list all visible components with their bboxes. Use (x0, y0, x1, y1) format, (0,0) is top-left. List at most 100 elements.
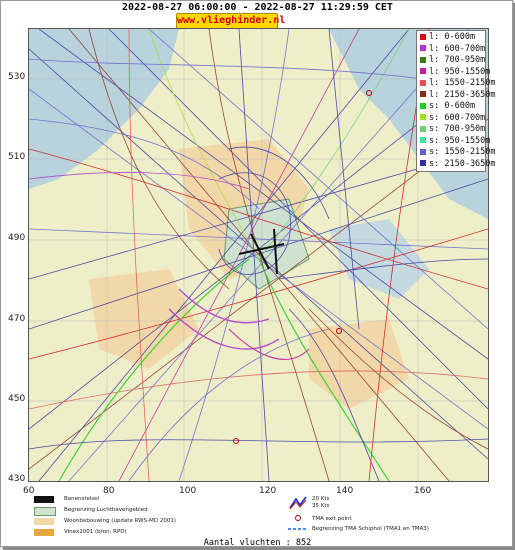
legend-entry: s: 600-700m (420, 113, 485, 123)
flight-track (328, 29, 360, 330)
tma-exit-point (233, 438, 239, 444)
y-tick-label: 530 (8, 72, 26, 82)
flight-track (38, 29, 410, 481)
legend-swatch (420, 45, 426, 51)
legend-entry: s: 2150-3650m (420, 159, 496, 169)
x-tick-label: 160 (414, 486, 432, 496)
legend-entry: l: 1550-2150m (420, 78, 496, 88)
flight-track (29, 178, 488, 330)
urban-area (309, 319, 409, 409)
legend-entry: s: 700-950m (420, 124, 485, 134)
x-tick-label: 120 (259, 486, 277, 496)
flight-track (58, 258, 250, 481)
flight-track (29, 370, 488, 410)
legend-swatch (420, 91, 426, 97)
legend-entry: s: 950-1550m (420, 136, 490, 146)
flight-track (178, 29, 290, 481)
tma-boundary-legend-label: Begrenzing TMA Schiphol (TMA1 en TMA3) (312, 526, 429, 532)
altitude-legend: l: 0-600m l: 600-700m l: 700-950m l: 950… (416, 30, 496, 172)
legend-swatch (420, 137, 426, 143)
legend-label: l: 700-950m (429, 55, 486, 65)
flight-track (308, 308, 488, 450)
flight-track (29, 172, 250, 190)
legend-entry: l: 0-600m (420, 32, 475, 42)
x-tick-label: 100 (179, 486, 197, 496)
site-badge[interactable]: www.vlieghinder.nl (176, 13, 285, 29)
flight-track (128, 328, 330, 481)
runway-swatch (34, 496, 54, 503)
x-tick-label: 80 (103, 486, 115, 496)
legend-label: s: 600-700m (429, 112, 486, 123)
flight-track (288, 308, 380, 481)
flight-track (118, 29, 360, 481)
x-tick-label: 60 (23, 486, 35, 496)
legend-entry: l: 600-700m (420, 44, 485, 54)
legend-entry: l: 2150-3650m (420, 90, 496, 100)
legend-swatch (420, 33, 426, 40)
legend-swatch (420, 102, 426, 109)
flight-track (29, 438, 488, 450)
legend-label: l: 0-600m (429, 32, 476, 42)
housing-legend-label: Woonbebouwing (update RWS-MD 2001) (64, 518, 176, 524)
flight-track (228, 328, 310, 360)
housing-swatch (34, 518, 54, 525)
y-tick-label: 490 (8, 233, 26, 243)
flight-track (218, 172, 291, 275)
x-tick-label: 140 (336, 486, 354, 496)
legend-swatch (420, 68, 426, 74)
legend-entry: l: 700-950m (420, 55, 485, 65)
flight-track (258, 258, 390, 481)
runway-system (238, 228, 285, 275)
flight-track (108, 29, 488, 410)
flight-track (29, 118, 488, 470)
flight-track (228, 146, 330, 220)
airport-boundary-legend-label: Begrenzing Luchthavengebied (64, 507, 148, 513)
flight-track (29, 118, 260, 210)
tma-exit-legend-label: TMA exit point (312, 516, 352, 522)
flight-tracks (29, 29, 488, 481)
flight-track (68, 29, 450, 481)
urban-area (89, 269, 199, 369)
y-tick-label: 450 (8, 394, 26, 404)
flight-track (168, 308, 280, 350)
flight-track (148, 29, 488, 330)
legend-swatch (420, 79, 426, 86)
flight-track (29, 148, 488, 290)
wind-20-label: 20 Kts (312, 496, 330, 502)
time-range-title: 2022-08-27 06:00:00 - 2022-08-27 11:29:5… (122, 2, 393, 13)
tma-exit-point-icon (295, 515, 301, 521)
flight-track (29, 228, 488, 360)
flight-track (178, 288, 270, 324)
sea-area-northwest (29, 29, 179, 189)
legend-entry: s: 0-600m (420, 101, 475, 111)
legend-label: l: 2150-3650m (429, 89, 496, 100)
legend-label: s: 1550-2150m (429, 147, 496, 157)
flight-track (148, 29, 260, 260)
y-tick-label: 430 (8, 474, 26, 484)
legend-swatch (420, 148, 426, 155)
airport-boundary-swatch (34, 507, 56, 516)
flight-track (278, 258, 488, 280)
legend-label: s: 950-1550m (429, 135, 491, 146)
legend-label: s: 0-600m (429, 101, 476, 111)
tma-exit-points (233, 90, 372, 444)
flight-track (88, 29, 230, 290)
legend-swatch (420, 56, 426, 63)
legend-swatch (420, 160, 426, 166)
legend-entry: s: 1550-2150m (420, 147, 496, 157)
legend-label: l: 600-700m (429, 43, 486, 54)
flight-track (38, 29, 488, 360)
map-legend: Banenstelsel Begrenzing Luchthavengebied… (28, 496, 487, 542)
lake-area (329, 219, 429, 299)
flight-count: Aantal vluchten : 852 (203, 538, 312, 548)
legend-label: l: 950-1550m (429, 66, 491, 77)
vinex-swatch (34, 529, 54, 536)
tma-exit-point (366, 90, 372, 96)
wind-35-label: 35 Kts (312, 503, 330, 509)
y-tick-label: 470 (8, 314, 26, 324)
y-tick-label: 510 (8, 152, 26, 162)
flight-track (238, 29, 270, 481)
tma-boundary-line-icon (288, 528, 308, 530)
tma-exit-point (336, 328, 342, 334)
legend-swatch (420, 114, 426, 120)
